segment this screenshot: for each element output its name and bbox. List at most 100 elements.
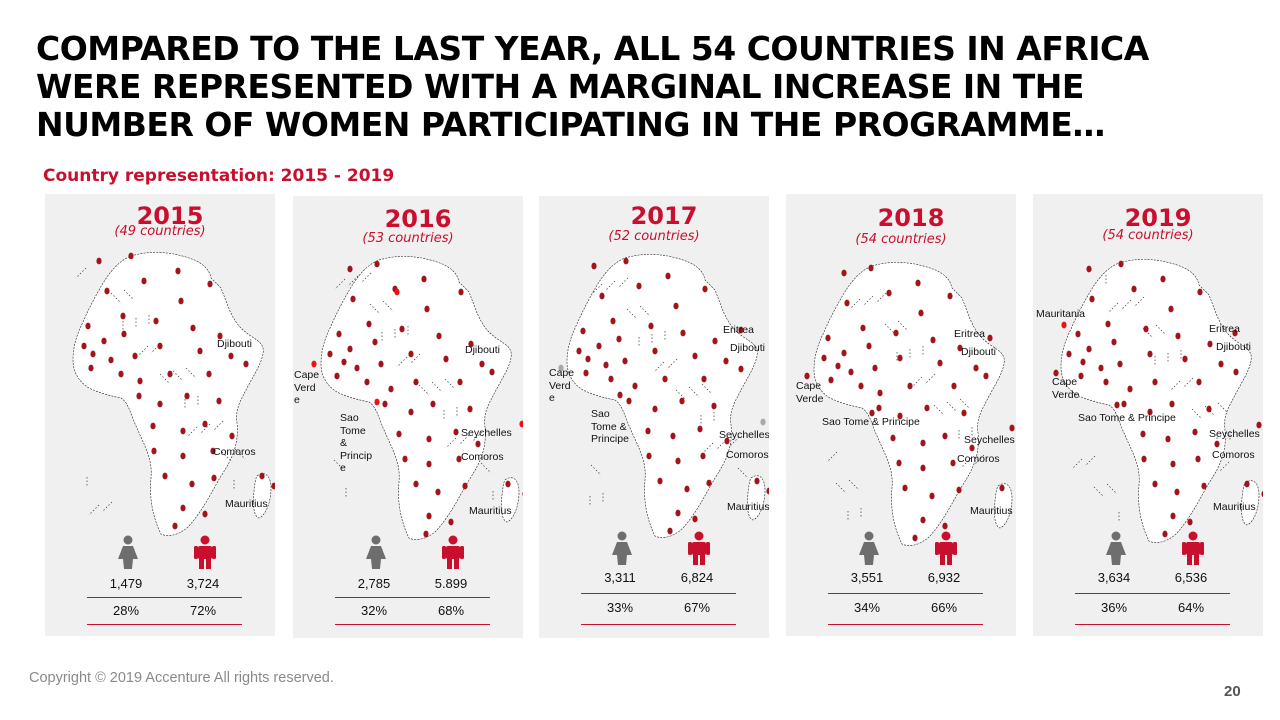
country-label: Mauritius	[469, 505, 512, 517]
country-marker	[271, 482, 275, 490]
country-marker	[522, 491, 523, 497]
country-marker	[96, 257, 102, 265]
country-marker	[701, 375, 707, 383]
country-marker	[1214, 440, 1220, 448]
country-marker	[1078, 372, 1084, 380]
country-marker	[364, 378, 370, 386]
country-marker	[711, 402, 717, 410]
country-marker	[184, 392, 190, 400]
country-marker	[692, 515, 698, 523]
country-marker	[347, 265, 353, 273]
country-marker	[828, 376, 834, 384]
male-count: 5.899	[434, 576, 468, 591]
male-count: 6,536	[1174, 570, 1208, 585]
country-marker	[207, 280, 213, 288]
country-marker	[930, 336, 936, 344]
country-marker	[844, 299, 850, 307]
country-marker	[101, 337, 107, 345]
divider	[581, 624, 736, 625]
country-marker	[141, 277, 147, 285]
country-marker	[576, 347, 582, 355]
country-marker	[886, 289, 892, 297]
title-line: COMPARED TO THE LAST YEAR, ALL 54 COUNTR…	[36, 29, 1149, 68]
country-marker	[190, 324, 196, 332]
country-marker	[1165, 435, 1171, 443]
country-marker	[448, 518, 454, 526]
country-marker	[616, 335, 622, 343]
country-marker	[347, 345, 353, 353]
country-marker	[632, 382, 638, 390]
country-marker	[489, 368, 495, 376]
country-marker	[697, 425, 703, 433]
country-marker	[1182, 355, 1188, 363]
country-marker	[505, 480, 511, 488]
country-marker	[804, 372, 810, 380]
year-panel-2019: 2019 (54 countries) Mauritania Eritrea Djib…	[1033, 194, 1263, 636]
country-marker	[1152, 378, 1158, 386]
country-marker	[157, 342, 163, 350]
country-label: Sao Tome & Principe	[591, 408, 629, 445]
country-marker	[738, 365, 744, 373]
country-marker	[684, 485, 690, 493]
country-marker	[408, 350, 414, 358]
country-label: Eritrea	[723, 324, 754, 336]
country-marker	[877, 389, 883, 397]
country-marker	[1187, 518, 1193, 526]
male-count: 6,824	[680, 570, 714, 585]
country-marker	[1233, 368, 1239, 376]
country-marker	[969, 444, 975, 452]
page-title: COMPARED TO THE LAST YEAR, ALL 54 COUNTR…	[36, 30, 1236, 144]
country-marker	[402, 455, 408, 463]
country-marker	[408, 408, 414, 416]
africa-map-icon	[804, 258, 1015, 548]
country-marker	[197, 347, 203, 355]
country-marker	[841, 349, 847, 357]
country-label: Sao Tome & Principe	[1078, 412, 1176, 424]
africa-map-icon	[1051, 255, 1263, 545]
country-marker	[118, 370, 124, 378]
female-percentage: 28%	[112, 603, 140, 618]
divider	[335, 624, 490, 625]
country-label: Djibouti	[465, 344, 501, 356]
country-marker	[1207, 340, 1213, 348]
country-marker	[951, 382, 957, 390]
country-marker	[413, 480, 419, 488]
country-marker	[424, 305, 430, 313]
country-marker	[121, 330, 127, 338]
country-marker	[1168, 305, 1174, 313]
country-marker	[1111, 338, 1117, 346]
country-marker	[915, 279, 921, 287]
country-marker	[679, 397, 685, 405]
country-marker	[90, 350, 96, 358]
male-person-icon	[192, 535, 218, 569]
country-marker	[1256, 421, 1262, 429]
male-person-icon	[440, 535, 466, 569]
country-marker	[983, 372, 989, 380]
country-marker	[457, 378, 463, 386]
country-marker	[1195, 455, 1201, 463]
africa-map-icon	[557, 250, 769, 540]
female-person-icon	[115, 535, 141, 569]
country-marker	[825, 334, 831, 342]
country-marker	[1206, 405, 1212, 413]
country-marker	[399, 325, 405, 333]
country-marker	[692, 352, 698, 360]
country-marker	[702, 285, 708, 293]
country-marker	[973, 364, 979, 372]
country-marker	[724, 437, 730, 445]
country-marker	[754, 477, 760, 485]
country-marker	[1131, 285, 1137, 293]
divider	[87, 624, 242, 625]
country-marker	[202, 510, 208, 518]
divider	[828, 593, 983, 594]
divider	[335, 597, 490, 598]
country-marker	[1261, 490, 1263, 498]
country-marker	[202, 420, 208, 428]
country-marker	[1103, 378, 1109, 386]
year-panel-2017: 2017 (52 countries) Eritrea Djibouti Cape V…	[539, 196, 769, 638]
country-marker	[662, 375, 668, 383]
male-percentage: 72%	[189, 603, 217, 618]
country-marker	[1066, 350, 1072, 358]
country-marker	[646, 452, 652, 460]
male-percentage: 67%	[683, 600, 711, 615]
